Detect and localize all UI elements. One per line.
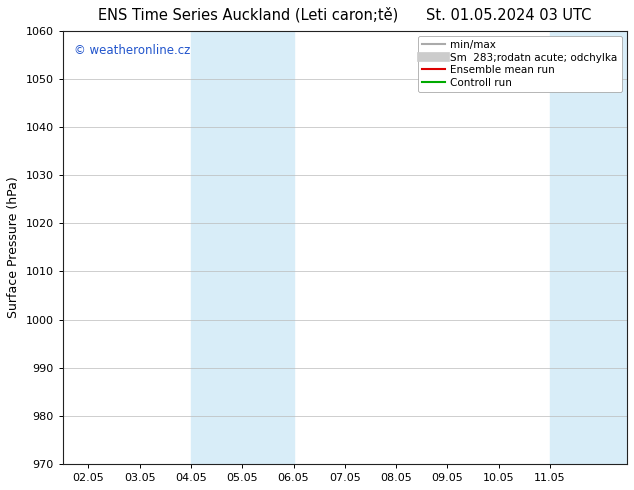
Y-axis label: Surface Pressure (hPa): Surface Pressure (hPa) <box>7 176 20 318</box>
Title: ENS Time Series Auckland (Leti caron;tě)      St. 01.05.2024 03 UTC: ENS Time Series Auckland (Leti caron;tě)… <box>98 7 592 23</box>
Bar <box>550 30 627 464</box>
Bar <box>191 30 294 464</box>
Legend: min/max, Sm  283;rodatn acute; odchylka, Ensemble mean run, Controll run: min/max, Sm 283;rodatn acute; odchylka, … <box>418 36 622 92</box>
Text: © weatheronline.cz: © weatheronline.cz <box>74 44 190 56</box>
